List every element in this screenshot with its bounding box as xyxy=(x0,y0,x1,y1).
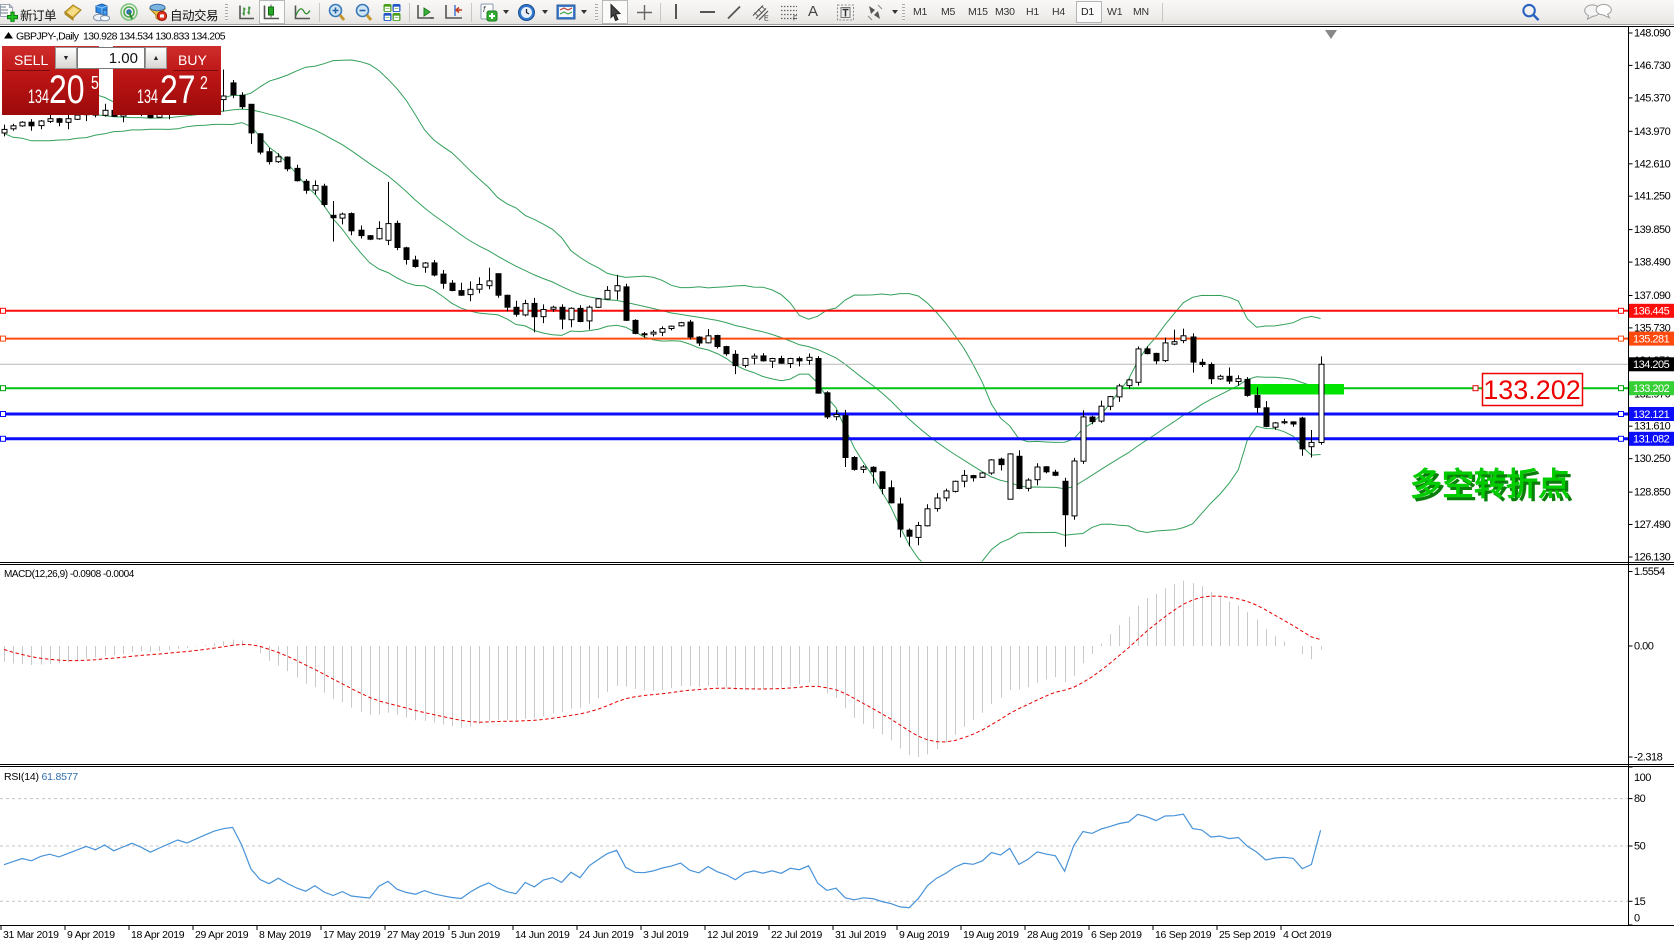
svg-text:80: 80 xyxy=(1634,793,1646,805)
svg-text:31 Mar 2019: 31 Mar 2019 xyxy=(3,929,59,941)
svg-text:130.250: 130.250 xyxy=(1634,453,1671,465)
svg-text:MACD(12,26,9) -0.0908 -0.0004: MACD(12,26,9) -0.0908 -0.0004 xyxy=(4,569,135,580)
svg-text:133.202: 133.202 xyxy=(1633,383,1670,395)
svg-text:F: F xyxy=(793,16,797,23)
svg-text:29 Apr 2019: 29 Apr 2019 xyxy=(195,929,249,941)
svg-text:f: f xyxy=(483,5,486,14)
svg-text:9 Aug 2019: 9 Aug 2019 xyxy=(899,929,950,941)
svg-text:-2.318: -2.318 xyxy=(1634,752,1663,764)
svg-text:14 Jun 2019: 14 Jun 2019 xyxy=(515,929,570,941)
svg-text:GBPJPY-,Daily 130.928 134.534: GBPJPY-,Daily 130.928 134.534 130.833 13… xyxy=(16,31,226,43)
svg-text:18 Apr 2019: 18 Apr 2019 xyxy=(131,929,185,941)
svg-text:133.202: 133.202 xyxy=(1483,375,1581,405)
svg-text:137.090: 137.090 xyxy=(1634,290,1671,302)
svg-text:136.445: 136.445 xyxy=(1633,306,1670,318)
svg-text:24 Jun 2019: 24 Jun 2019 xyxy=(579,929,634,941)
svg-text:141.250: 141.250 xyxy=(1634,191,1671,203)
svg-text:27 May 2019: 27 May 2019 xyxy=(387,929,445,941)
svg-text:17 May 2019: 17 May 2019 xyxy=(323,929,381,941)
svg-text:128.850: 128.850 xyxy=(1634,487,1671,499)
svg-text:148.090: 148.090 xyxy=(1634,28,1671,40)
svg-text:4 Oct 2019: 4 Oct 2019 xyxy=(1283,929,1332,941)
svg-text:3 Jul 2019: 3 Jul 2019 xyxy=(643,929,689,941)
svg-text:22 Jul 2019: 22 Jul 2019 xyxy=(771,929,822,941)
svg-text:19 Aug 2019: 19 Aug 2019 xyxy=(963,929,1019,941)
svg-text:134.205: 134.205 xyxy=(1633,359,1670,371)
svg-text:139.850: 139.850 xyxy=(1634,224,1671,236)
svg-text:135.281: 135.281 xyxy=(1633,333,1670,345)
svg-text:1.5554: 1.5554 xyxy=(1634,566,1665,578)
svg-text:31 Jul 2019: 31 Jul 2019 xyxy=(835,929,886,941)
svg-text:127.490: 127.490 xyxy=(1634,519,1671,531)
svg-text:RSI(14) 61.8577: RSI(14) 61.8577 xyxy=(4,771,78,783)
svg-text:142.610: 142.610 xyxy=(1634,158,1671,170)
svg-text:15: 15 xyxy=(1634,896,1646,908)
svg-text:0: 0 xyxy=(1634,913,1640,925)
svg-text:50: 50 xyxy=(1634,841,1646,853)
svg-text:16 Sep 2019: 16 Sep 2019 xyxy=(1155,929,1212,941)
svg-text:0.00: 0.00 xyxy=(1634,641,1654,653)
svg-text:12 Jul 2019: 12 Jul 2019 xyxy=(707,929,758,941)
svg-text:138.490: 138.490 xyxy=(1634,257,1671,269)
svg-text:132.121: 132.121 xyxy=(1633,409,1670,421)
svg-text:5 Jun 2019: 5 Jun 2019 xyxy=(451,929,500,941)
svg-text:126.130: 126.130 xyxy=(1634,552,1671,564)
svg-text:146.730: 146.730 xyxy=(1634,60,1671,72)
svg-text:E: E xyxy=(764,16,769,23)
svg-text:8 May 2019: 8 May 2019 xyxy=(259,929,311,941)
svg-text:9 Apr 2019: 9 Apr 2019 xyxy=(67,929,115,941)
svg-text:100: 100 xyxy=(1634,772,1651,784)
svg-text:131.610: 131.610 xyxy=(1634,421,1671,433)
svg-text:145.370: 145.370 xyxy=(1634,92,1671,104)
svg-text:135.730: 135.730 xyxy=(1634,322,1671,334)
svg-text:28 Aug 2019: 28 Aug 2019 xyxy=(1027,929,1083,941)
svg-text:25 Sep 2019: 25 Sep 2019 xyxy=(1219,929,1276,941)
svg-text:6 Sep 2019: 6 Sep 2019 xyxy=(1091,929,1142,941)
svg-text:143.970: 143.970 xyxy=(1634,126,1671,138)
svg-text:多空转折点: 多空转折点 xyxy=(1410,466,1570,502)
svg-text:131.082: 131.082 xyxy=(1633,434,1670,446)
